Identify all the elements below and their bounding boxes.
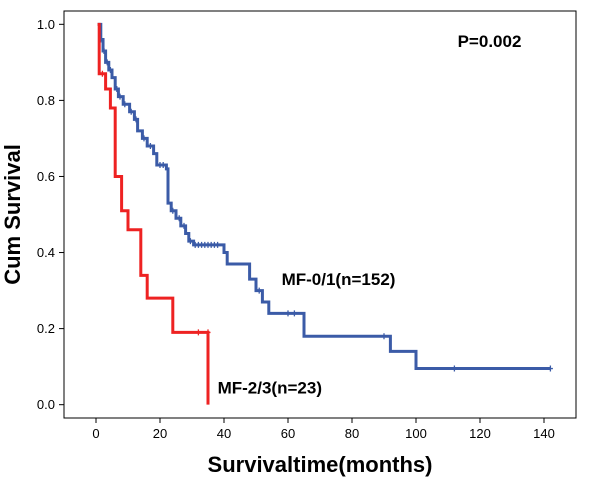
y-tick-label: 0.6 (37, 169, 55, 184)
censor-mark (99, 70, 105, 77)
censor-mark (133, 116, 139, 123)
y-axis: 0.0 0.2 0.4 0.6 0.8 1.0 (37, 17, 64, 412)
annotation-2: MF-2/3(n=23) (218, 378, 322, 397)
censor-mark (205, 329, 211, 336)
x-tick-label: 60 (281, 426, 295, 441)
plot-area-frame (63, 10, 577, 419)
x-tick-label: 120 (469, 426, 491, 441)
x-tick-label: 0 (92, 426, 99, 441)
censor-mark (141, 135, 147, 142)
series-line-1 (97, 22, 210, 405)
annotation-1: MF-0/1(n=152) (282, 270, 396, 289)
x-axis: 0 20 40 60 80 100 120 140 (92, 418, 555, 441)
x-tick-label: 100 (405, 426, 427, 441)
censor-mark (147, 143, 153, 150)
censor-mark (215, 241, 221, 248)
censor-mark (451, 365, 457, 372)
annotation-layer: P=0.002 MF-0/1(n=152) MF-2/3(n=23) (218, 32, 522, 397)
y-tick-label: 0.0 (37, 397, 55, 412)
y-tick-label: 1.0 (37, 17, 55, 32)
censor-mark (104, 59, 110, 66)
censor-mark (117, 93, 123, 100)
x-tick-label: 140 (533, 426, 555, 441)
y-tick-label: 0.8 (37, 93, 55, 108)
censor-mark (285, 310, 291, 317)
censor-mark (128, 108, 134, 115)
censor-mark (160, 162, 166, 169)
x-axis-title: Survivaltime(months) (208, 452, 433, 477)
censor-mark (101, 47, 107, 54)
y-tick-label: 0.2 (37, 321, 55, 336)
censor-mark (187, 238, 193, 245)
x-tick-label: 40 (217, 426, 231, 441)
censor-mark (176, 215, 182, 222)
censor-mark (291, 310, 297, 317)
y-tick-label: 0.4 (37, 245, 55, 260)
series-layer (97, 22, 553, 405)
censor-mark (195, 329, 201, 336)
x-tick-label: 20 (153, 426, 167, 441)
censor-mark (114, 85, 120, 92)
censor-mark (181, 222, 187, 229)
x-tick-label: 80 (345, 426, 359, 441)
censor-mark (256, 287, 262, 294)
series-line-0 (97, 22, 551, 371)
censor-mark (107, 66, 113, 73)
y-axis-title: Cum Survival (0, 144, 25, 285)
annotation-0: P=0.002 (458, 32, 522, 51)
censor-mark (122, 101, 128, 108)
censor-mark (381, 333, 387, 340)
censor-mark (170, 207, 176, 214)
censor-mark (547, 365, 553, 372)
